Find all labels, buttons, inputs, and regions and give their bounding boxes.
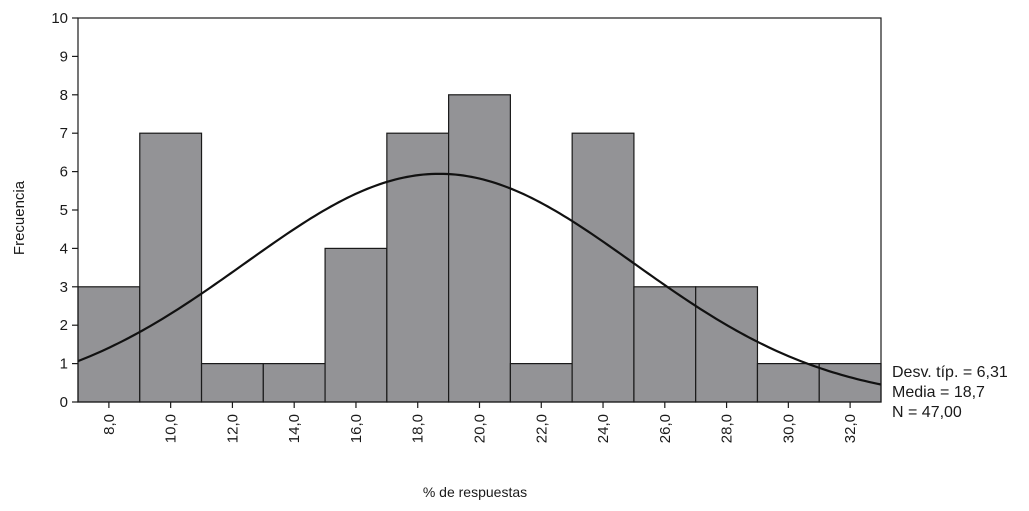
y-tick-label: 6 — [60, 164, 68, 181]
y-tick-label: 9 — [60, 48, 68, 65]
bars-layer — [77, 94, 882, 403]
y-tick-label: 4 — [60, 240, 68, 257]
normal-curve — [77, 172, 882, 386]
histogram-bar — [200, 363, 264, 403]
y-axis: 0 1 2 3 4 5 6 7 8 9 10 — [51, 10, 78, 411]
stat-mean: Media = 18,7 — [892, 384, 985, 401]
histogram-bar — [633, 286, 697, 403]
x-axis-label: % de respuestas — [422, 484, 528, 500]
histogram-bar — [77, 286, 141, 403]
histogram-bar — [139, 132, 203, 403]
curve-layer — [77, 172, 882, 386]
y-tick-label: 1 — [60, 356, 68, 373]
stats-box: Desv. típ. = 6,31 Media = 18,7 N = 47,00 — [892, 363, 1008, 423]
histogram-bar — [509, 363, 573, 403]
x-tick-label: 32,0 — [842, 414, 859, 443]
y-tick-label: 0 — [60, 394, 68, 411]
x-tick-label: 14,0 — [286, 414, 303, 443]
x-tick-label: 12,0 — [224, 414, 241, 443]
x-tick-label: 30,0 — [780, 414, 797, 443]
y-tick-label: 7 — [60, 125, 68, 142]
stat-std-dev: Desv. típ. = 6,31 — [892, 364, 1008, 381]
y-tick-label: 10 — [51, 10, 68, 27]
x-tick-label: 24,0 — [595, 414, 612, 443]
x-tick-label: 16,0 — [348, 414, 365, 443]
x-tick-label: 22,0 — [533, 414, 550, 443]
histogram-bar — [756, 363, 820, 403]
x-tick-label: 10,0 — [163, 414, 180, 443]
histogram-bar — [695, 286, 759, 403]
x-tick-label: 28,0 — [719, 414, 736, 443]
y-tick-label: 3 — [60, 279, 68, 296]
y-tick-label: 5 — [60, 202, 68, 219]
x-tick-label: 26,0 — [657, 414, 674, 443]
y-axis-label: Frecuencia — [11, 180, 28, 255]
histogram-bar — [262, 363, 326, 403]
histogram-bar — [324, 247, 388, 403]
x-axis: 8,0 10,0 12,0 14,0 16,0 18,0 20,0 22,0 24,0 26,0 2… — [101, 402, 859, 443]
y-tick-label: 8 — [60, 87, 68, 104]
histogram-bar — [571, 132, 635, 403]
y-tick-label: 2 — [60, 317, 68, 334]
x-tick-label: 8,0 — [101, 414, 118, 435]
x-tick-label: 18,0 — [410, 414, 427, 443]
x-tick-label: 20,0 — [472, 414, 489, 443]
stat-n: N = 47,00 — [892, 404, 962, 421]
histogram-bar — [448, 94, 511, 403]
